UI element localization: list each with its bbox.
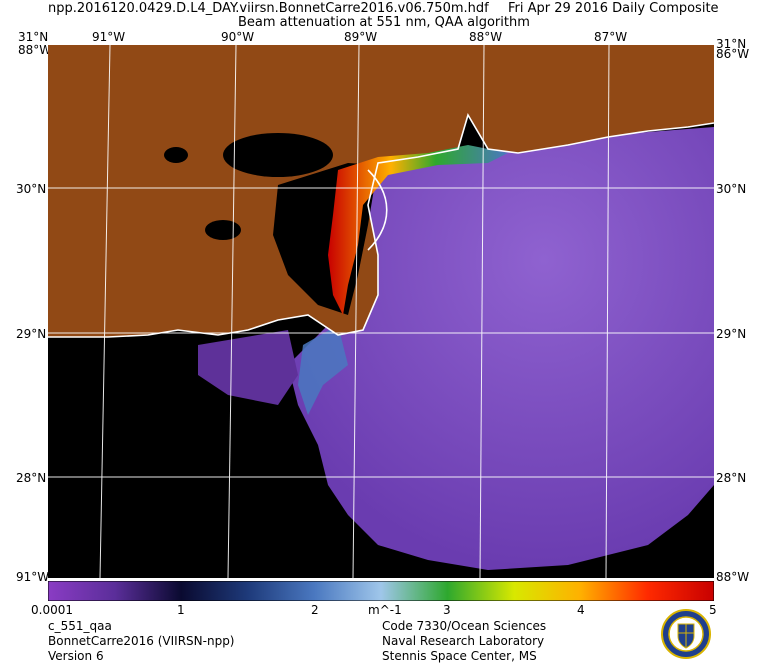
barrier-arc xyxy=(367,169,388,251)
lake-pontchartrain xyxy=(223,133,333,177)
colorbar xyxy=(48,581,714,601)
lon-label-90w: 90°W xyxy=(221,30,255,44)
colorbar-tick-3: 3 xyxy=(443,603,451,617)
corner-top-right-lon: 86°W xyxy=(716,47,750,61)
composite-date: Fri Apr 29 2016 Daily Composite xyxy=(508,1,719,16)
lon-label-87w: 87°W xyxy=(594,30,628,44)
lat-label-right-28n: 28°N xyxy=(716,471,747,485)
corner-bottom-right: 88°W xyxy=(716,570,750,584)
colorbar-tick-max: 5 xyxy=(709,603,717,617)
corner-bottom-left: 91°W xyxy=(16,570,50,584)
org-code: Code 7330/Ocean Sciences xyxy=(382,619,547,633)
sensor-region: BonnetCarre2016 (VIIRSN-npp) xyxy=(48,634,235,648)
corner-top-left-lon: 88°W xyxy=(18,43,52,57)
colorbar-tick-2: 2 xyxy=(311,603,319,617)
lon-label-91w: 91°W xyxy=(92,30,126,44)
colorbar-tick-4: 4 xyxy=(577,603,585,617)
land xyxy=(48,45,714,337)
nrl-seal-logo xyxy=(661,609,711,659)
graticule xyxy=(48,45,714,578)
product-title: Beam attenuation at 551 nm, QAA algorith… xyxy=(238,15,530,30)
corner-top-left-lat: 31°N xyxy=(18,30,49,44)
org-name: Naval Research Laboratory xyxy=(382,634,545,648)
lat-label-left-28n: 28°N xyxy=(16,471,47,485)
satellite-map[interactable] xyxy=(48,45,714,578)
corner-top-right-lat: 31°N xyxy=(716,37,747,51)
lon-label-89w: 89°W xyxy=(344,30,378,44)
product-code: c_551_qaa xyxy=(48,619,112,633)
lat-label-left-30n: 30°N xyxy=(16,182,47,196)
colorbar-tick-min: 0.0001 xyxy=(31,603,73,617)
inland-marsh xyxy=(205,220,241,240)
org-location: Stennis Space Center, MS xyxy=(382,649,537,663)
lat-label-right-29n: 29°N xyxy=(716,327,747,341)
lon-label-88w: 88°W xyxy=(469,30,503,44)
colorbar-units: m^-1 xyxy=(368,603,402,617)
lake-maurepas xyxy=(164,147,188,163)
colorbar-tick-1: 1 xyxy=(177,603,185,617)
version-label: Version 6 xyxy=(48,649,104,663)
coastline xyxy=(48,113,714,338)
lat-label-right-30n: 30°N xyxy=(716,182,747,196)
coastal-turbid-band xyxy=(298,325,348,415)
lat-label-left-29n: 29°N xyxy=(16,327,47,341)
open-water-west xyxy=(198,330,298,405)
file-title: npp.2016120.0429.D.L4_DAY.viirsn.BonnetC… xyxy=(48,1,489,16)
